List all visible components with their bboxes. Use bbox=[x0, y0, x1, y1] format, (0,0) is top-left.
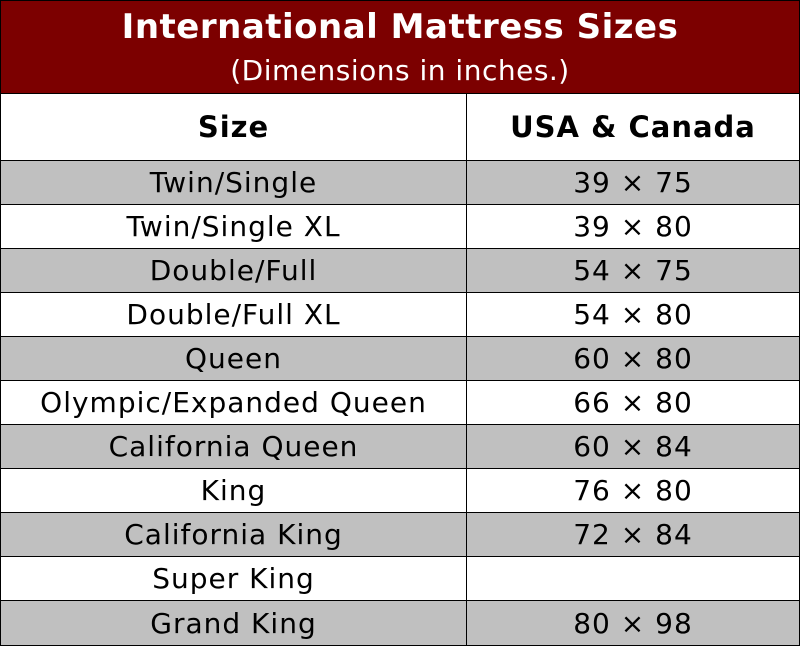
table-row: Double/Full 54 × 75 bbox=[1, 249, 799, 293]
subtitle: (Dimensions in inches.) bbox=[230, 54, 570, 87]
column-header: USA & Canada bbox=[510, 110, 756, 144]
table-row: Super King bbox=[1, 557, 799, 601]
size-name: Double/Full bbox=[1, 249, 467, 292]
table-row: Grand King 80 × 98 bbox=[1, 601, 799, 645]
table-row: King 76 × 80 bbox=[1, 469, 799, 513]
size-name: Grand King bbox=[1, 601, 467, 645]
size-name: Twin/Single XL bbox=[1, 205, 467, 248]
size-name: California King bbox=[1, 513, 467, 556]
dimensions: 60 × 84 bbox=[573, 430, 693, 463]
table-row: Queen 60 × 80 bbox=[1, 337, 799, 381]
dimensions: 80 × 98 bbox=[573, 606, 693, 640]
dimensions: 60 × 80 bbox=[573, 342, 693, 375]
size-name: Super King bbox=[1, 557, 467, 600]
table-row: Twin/Single XL 39 × 80 bbox=[1, 205, 799, 249]
table-row: California King 72 × 84 bbox=[1, 513, 799, 557]
size-name: Twin/Single bbox=[1, 161, 467, 204]
banner: International Mattress Sizes (Dimensions… bbox=[1, 1, 799, 94]
table-row: Olympic/Expanded Queen 66 × 80 bbox=[1, 381, 799, 425]
dimensions: 39 × 80 bbox=[573, 210, 693, 243]
table-row: California Queen 60 × 84 bbox=[1, 425, 799, 469]
size-name: California Queen bbox=[1, 425, 467, 468]
table-row: Double/Full XL 54 × 80 bbox=[1, 293, 799, 337]
dimensions: 72 × 84 bbox=[573, 518, 693, 551]
dimensions: 39 × 75 bbox=[573, 166, 693, 199]
dimensions: 54 × 75 bbox=[573, 254, 693, 287]
table-body: Twin/Single 39 × 75 Twin/Single XL 39 × 80 D… bbox=[1, 161, 799, 645]
dimensions bbox=[467, 557, 799, 600]
size-name: King bbox=[1, 469, 467, 512]
column-header: Size bbox=[1, 94, 467, 160]
dimensions: 66 × 80 bbox=[573, 386, 693, 419]
size-name: Queen bbox=[1, 337, 467, 380]
table-row: Twin/Single 39 × 75 bbox=[1, 161, 799, 205]
size-name: Olympic/Expanded Queen bbox=[1, 381, 467, 424]
dimensions: 54 × 80 bbox=[573, 298, 693, 331]
header-row: Size USA & Canada bbox=[1, 94, 799, 161]
title: International Mattress Sizes bbox=[121, 7, 679, 47]
dimensions: 76 × 80 bbox=[573, 474, 693, 507]
size-name: Double/Full XL bbox=[1, 293, 467, 336]
